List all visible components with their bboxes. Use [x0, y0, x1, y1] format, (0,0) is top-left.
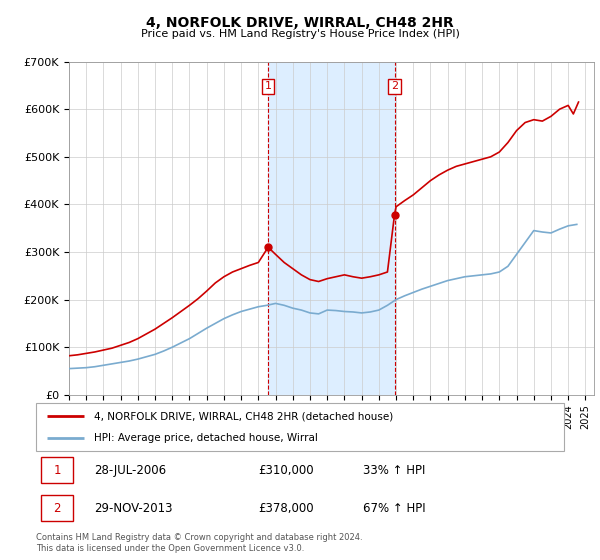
FancyBboxPatch shape — [41, 495, 73, 521]
FancyBboxPatch shape — [41, 458, 73, 483]
Text: £310,000: £310,000 — [258, 464, 313, 477]
Text: 67% ↑ HPI: 67% ↑ HPI — [364, 502, 426, 515]
Bar — [268, 62, 395, 395]
Text: 1: 1 — [53, 464, 61, 477]
Text: 33% ↑ HPI: 33% ↑ HPI — [364, 464, 426, 477]
Text: Price paid vs. HM Land Registry's House Price Index (HPI): Price paid vs. HM Land Registry's House … — [140, 29, 460, 39]
Text: 1: 1 — [265, 81, 272, 91]
Text: 4, NORFOLK DRIVE, WIRRAL, CH48 2HR (detached house): 4, NORFOLK DRIVE, WIRRAL, CH48 2HR (deta… — [94, 411, 394, 421]
Text: 29-NOV-2013: 29-NOV-2013 — [94, 502, 173, 515]
Text: £378,000: £378,000 — [258, 502, 313, 515]
Text: 4, NORFOLK DRIVE, WIRRAL, CH48 2HR: 4, NORFOLK DRIVE, WIRRAL, CH48 2HR — [146, 16, 454, 30]
Text: Contains HM Land Registry data © Crown copyright and database right 2024.
This d: Contains HM Land Registry data © Crown c… — [36, 533, 362, 553]
Text: 28-JUL-2006: 28-JUL-2006 — [94, 464, 166, 477]
Text: 2: 2 — [53, 502, 61, 515]
FancyBboxPatch shape — [36, 403, 564, 451]
Text: HPI: Average price, detached house, Wirral: HPI: Average price, detached house, Wirr… — [94, 433, 318, 443]
Text: 2: 2 — [391, 81, 398, 91]
